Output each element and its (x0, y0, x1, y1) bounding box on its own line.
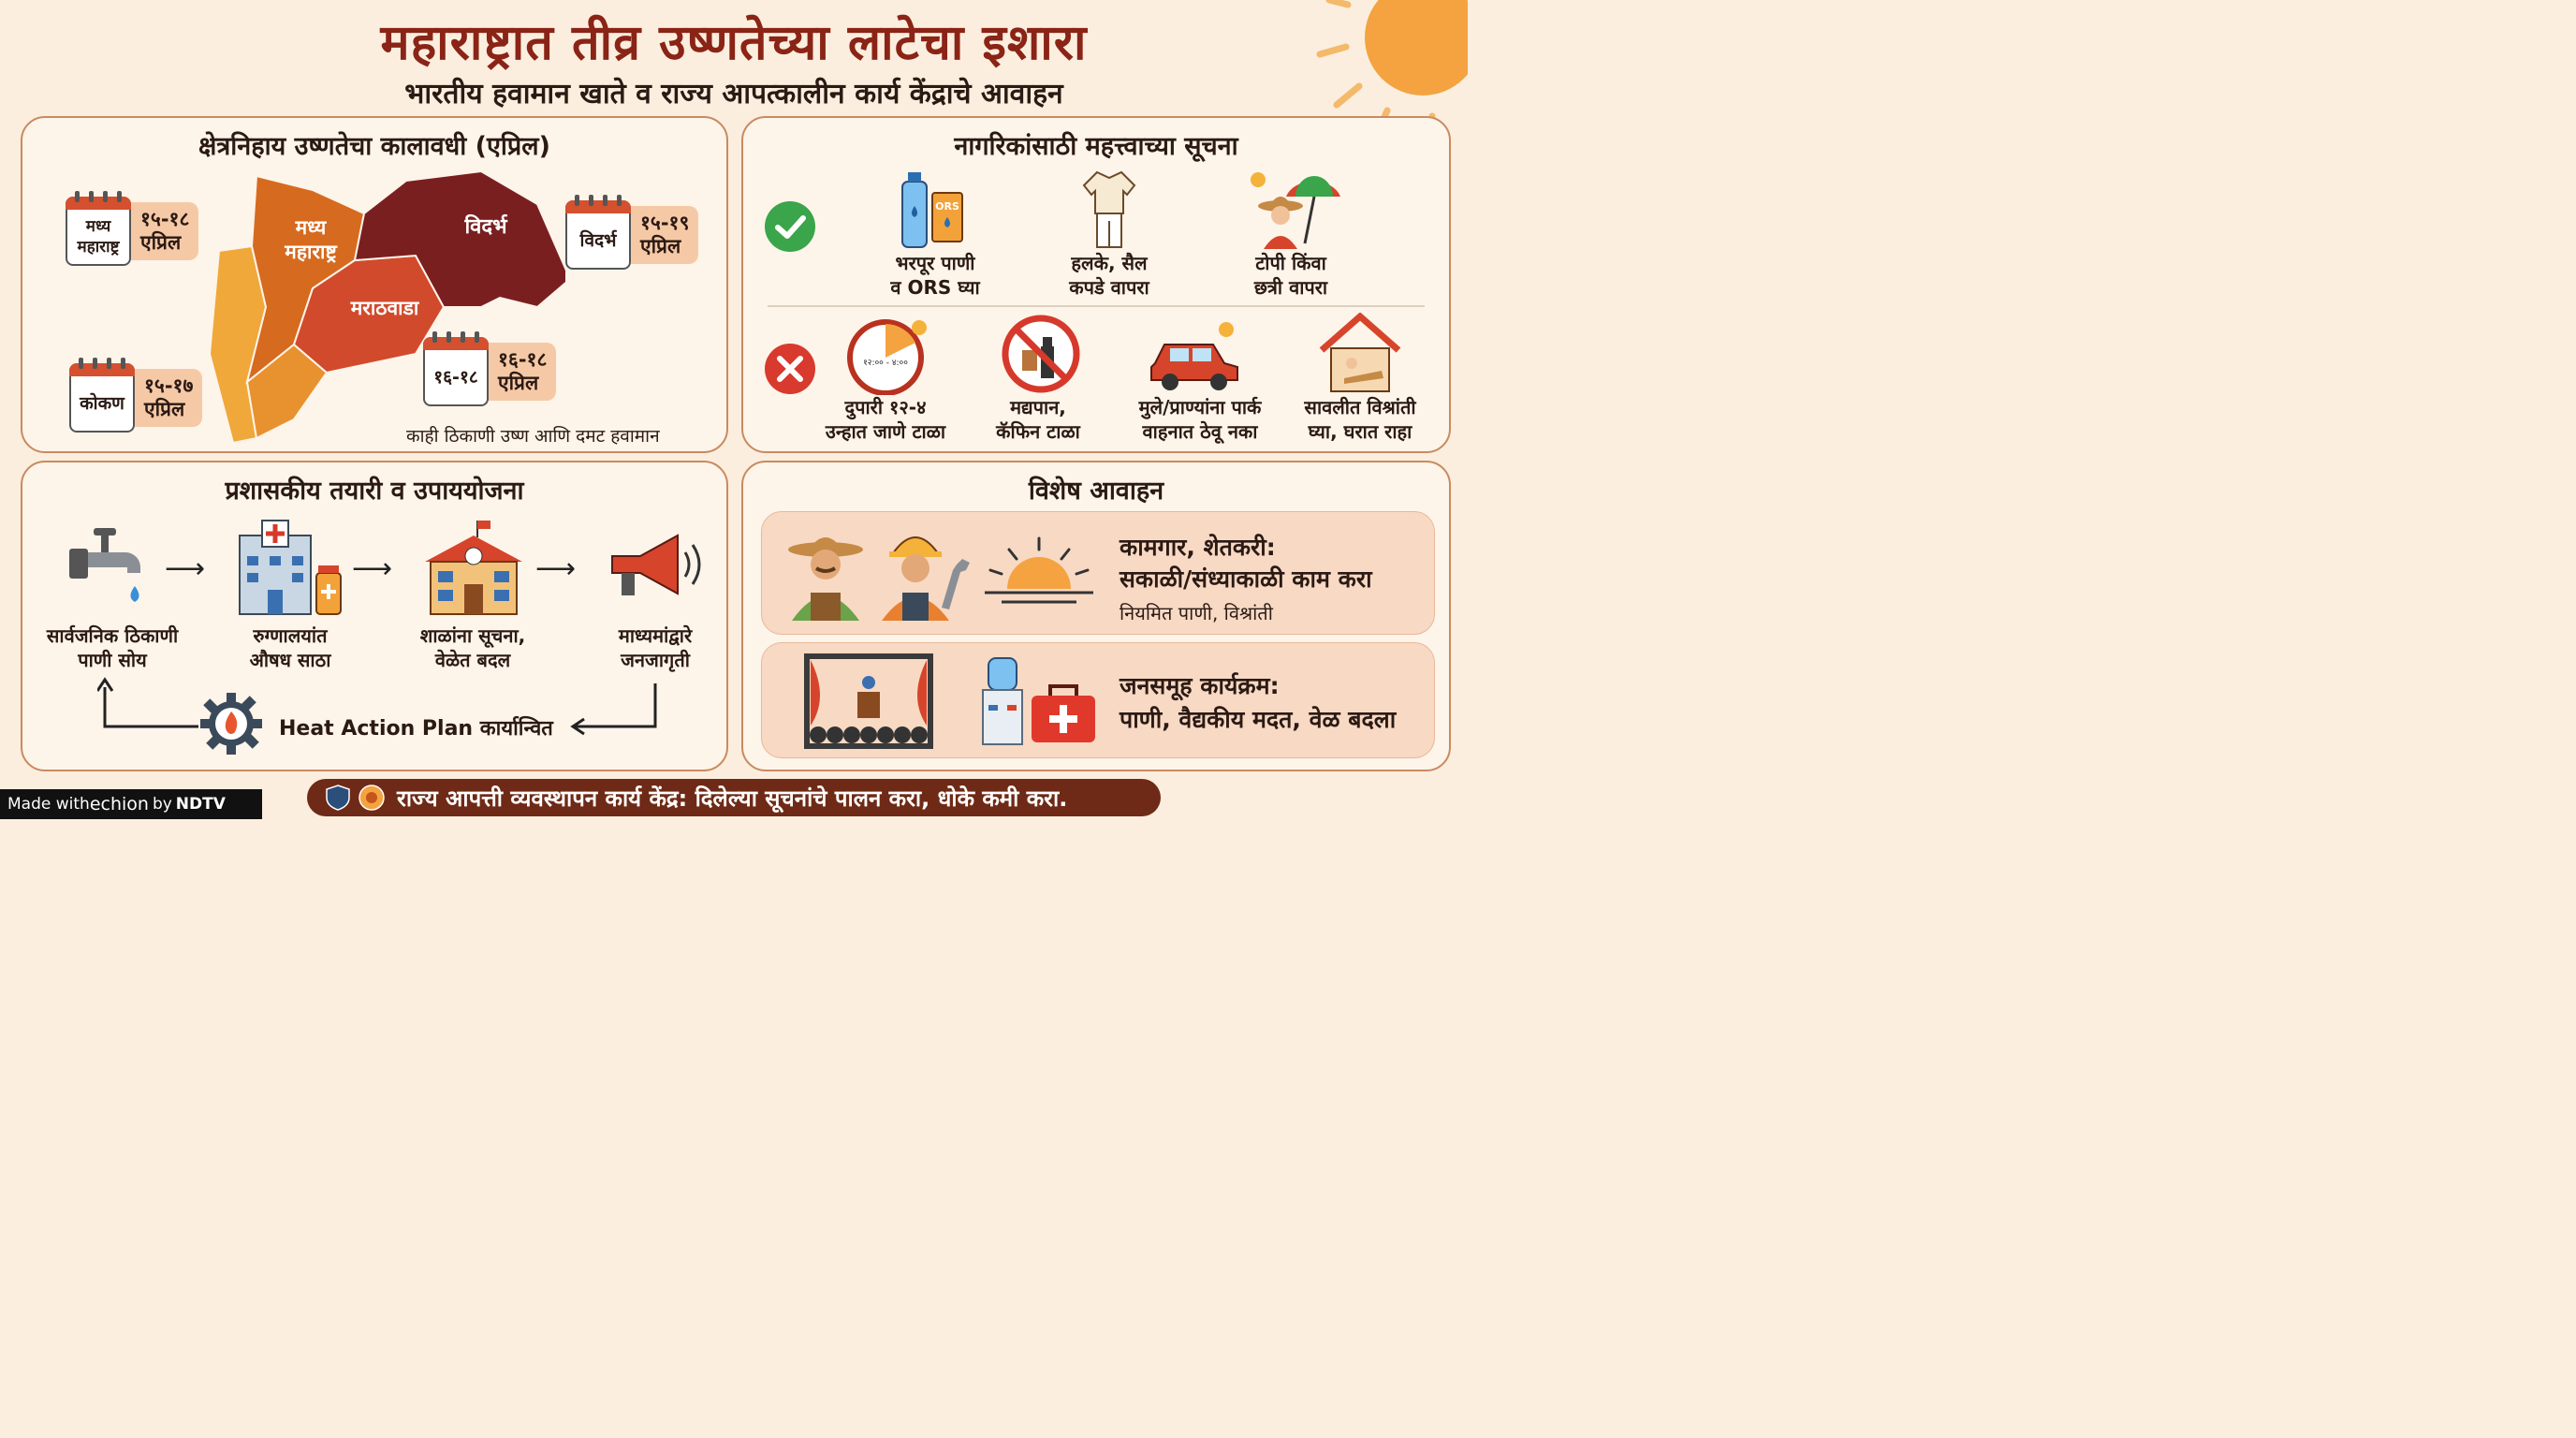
admin-panel: प्रशासकीय तयारी व उपाययोजना सार्वजनिक ठि… (21, 461, 728, 771)
dont-label: सावलीत विश्रांती घ्या, घरात राहा (1304, 396, 1416, 443)
do-label: हलके, सैल कपडे वापरा (1069, 252, 1149, 299)
south-madhya-region (245, 343, 329, 440)
dont-label: दुपारी १२-४ उन्हात जाणे टाळा (825, 396, 946, 443)
echion-logo: echion (89, 794, 149, 814)
page-title: महाराष्ट्रात तीव्र उष्णतेच्या लाटेचा इशा… (380, 15, 1088, 71)
state-seal-icon (359, 785, 385, 811)
workers-title: कामगार, शेतकरी: (1120, 534, 1276, 561)
made-with-badge: Made with echion by NDTV (0, 789, 262, 819)
calendar-konkan: कोकण १५-१७ एप्रिल (69, 358, 203, 433)
workers-card: कामगार, शेतकरी: सकाळी/संध्याकाळी काम करा… (761, 511, 1435, 635)
page-subtitle: भारतीय हवामान खाते व राज्य आपत्कालीन कार… (404, 78, 1063, 110)
hat-umbrella-icon (1251, 172, 1340, 249)
regions-heading: क्षेत्रनिहाय उष्णतेचा कालावधी (एप्रिल) (198, 132, 550, 161)
arrow-right-icon: ⟶ (165, 552, 206, 585)
car-kids-pets-icon (1150, 322, 1238, 390)
date-badge: १५-१९ एप्रिल (631, 206, 699, 264)
calendar-vidarbha: विदर्भ १५-१९ एप्रिल (565, 195, 699, 270)
check-icon (765, 201, 815, 252)
house-rest-icon (1319, 313, 1401, 392)
water-tap-icon (69, 528, 140, 602)
events-line: पाणी, वैद्यकीय मदत, वेळ बदला (1120, 706, 1397, 733)
calendar-marathwada: १६-१८ १६-१८ एप्रिल (423, 331, 557, 406)
svg-text:ORS: ORS (935, 200, 959, 213)
events-card: जनसमूह कार्यक्रम: पाणी, वैद्यकीय मदत, वे… (761, 642, 1435, 758)
map-label-vidarbha: विदर्भ (464, 215, 507, 239)
step-label: माध्यमांद्वारे जनजागृती (618, 624, 693, 671)
hospital-icon (239, 520, 342, 615)
calendar-icon: १६-१८ (423, 331, 489, 406)
gear-fire-icon (200, 693, 262, 755)
calendar-icon: मध्य महाराष्ट्र (66, 191, 131, 266)
footer-banner: राज्य आपत्ती व्यवस्थापन कार्य केंद्र: दि… (307, 779, 1161, 816)
do-label: भरपूर पाणी व ORS घ्या (890, 252, 980, 299)
worker-wrench-icon (882, 536, 970, 621)
date-badge: १६-१८ एप्रिल (489, 343, 557, 401)
light-clothes-icon (1082, 170, 1136, 248)
arrow-right-icon: ⟶ (352, 552, 393, 585)
special-heading: विशेष आवाहन (1028, 477, 1164, 506)
admin-heading: प्रशासकीय तयारी व उपाययोजना (225, 477, 524, 506)
feedback-loop-arrows (97, 677, 657, 736)
map-label-marathwada: मराठवाडा (350, 297, 419, 319)
map-label-madhya: मध्य महाराष्ट्र (285, 216, 337, 263)
step-label: सार्वजनिक ठिकाणी पाणी सोय (46, 624, 179, 671)
calendar-icon: कोकण (69, 358, 135, 433)
events-title: जनसमूह कार्यक्रम: (1120, 672, 1280, 699)
citizens-panel: नागरिकांसाठी महत्त्वाच्या सूचना ORS भरपू… (741, 116, 1451, 453)
dont-label: मद्यपान, कॅफिन टाळा (996, 396, 1080, 443)
do-label: टोपी किंवा छत्री वापरा (1253, 252, 1328, 299)
workers-line: सकाळी/संध्याकाळी काम करा (1120, 565, 1372, 593)
ndtv-logo: NDTV (175, 795, 226, 814)
maharashtra-map (208, 169, 565, 445)
water-bottle-ors-icon: ORS (901, 172, 963, 248)
stage-crowd-icon (804, 653, 933, 749)
step-label: शाळांना सूचना, वेळेत बदल (419, 624, 526, 671)
arrow-right-icon: ⟶ (535, 552, 577, 585)
dont-label: मुले/प्राण्यांना पार्क वाहनात ठेवू नका (1138, 396, 1262, 443)
calendar-madhya: मध्य महाराष्ट्र १५-१८ एप्रिल (66, 191, 199, 266)
megaphone-icon (611, 534, 701, 595)
shield-logo-icon (326, 785, 350, 811)
sunrise-icon (985, 536, 1093, 604)
vidarbha-region (353, 169, 565, 309)
heat-action-plan-label: Heat Action Plan कार्यान्वित (279, 717, 553, 741)
calendar-icon: विदर्भ (565, 195, 631, 270)
water-cooler-icon (982, 657, 1023, 745)
footer-text: राज्य आपत्ती व्यवस्थापन कार्य केंद्र: दि… (397, 785, 1068, 812)
date-badge: १५-१८ एप्रिल (131, 202, 199, 260)
humid-note: काही ठिकाणी उष्ण आणि दमट हवामान (406, 426, 660, 447)
date-badge: १५-१७ एप्रिल (135, 369, 203, 427)
first-aid-kit-icon (1032, 684, 1095, 742)
svg-text:१२:०० - ४:००: १२:०० - ४:०० (863, 359, 908, 368)
regions-panel: क्षेत्रनिहाय उष्णतेचा कालावधी (एप्रिल) म… (21, 116, 728, 453)
divider (768, 305, 1425, 307)
school-icon (425, 521, 522, 615)
step-label: रुग्णालयांत औषध साठा (249, 624, 331, 671)
farmer-icon (788, 537, 863, 621)
no-alcohol-caffeine-icon (1002, 315, 1080, 393)
cross-icon (765, 344, 815, 394)
clock-sun-icon: १२:०० - ४:०० (847, 319, 927, 395)
citizens-heading: नागरिकांसाठी महत्त्वाच्या सूचना (954, 132, 1238, 161)
workers-sub: नियमित पाणी, विश्रांती (1120, 602, 1273, 624)
